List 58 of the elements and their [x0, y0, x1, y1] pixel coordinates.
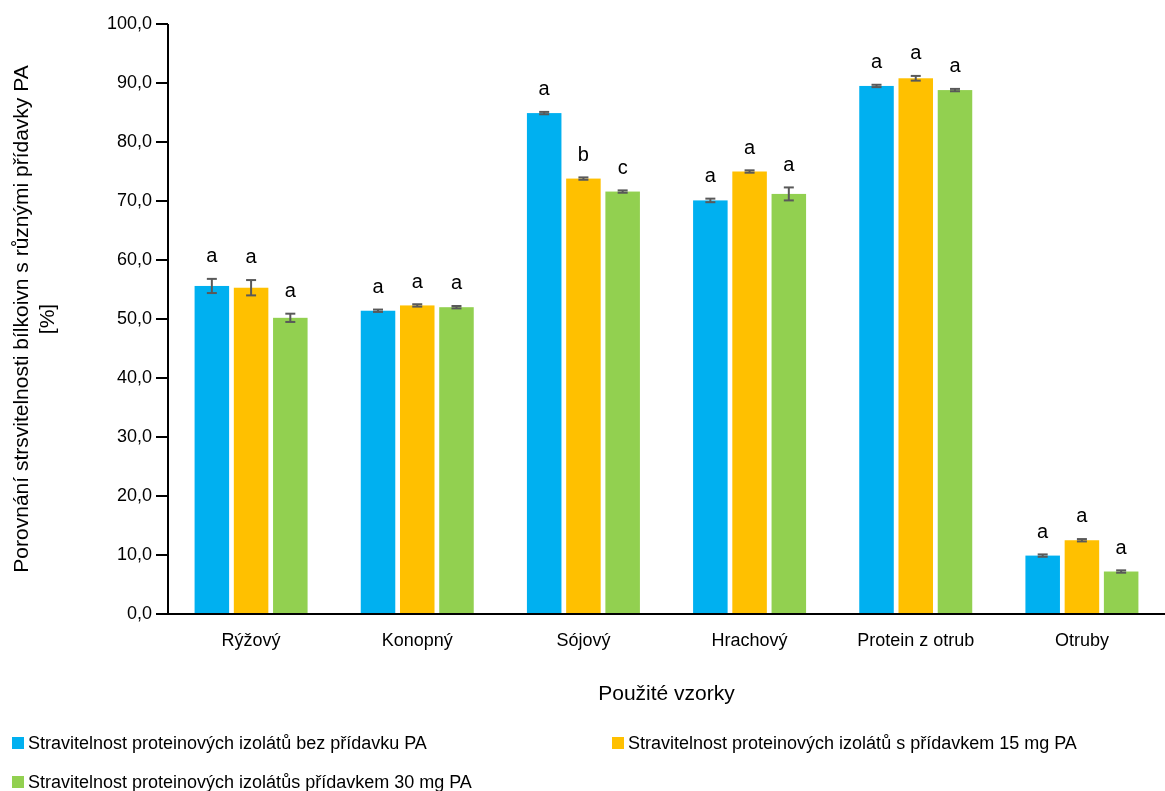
y-tick-label: 80,0	[116, 130, 152, 151]
annotation: a	[206, 244, 219, 267]
x-tick-label: Hrachový	[711, 630, 788, 650]
annotation: a	[783, 152, 796, 175]
bar	[194, 285, 230, 614]
bar	[937, 90, 973, 614]
bar	[1064, 540, 1100, 614]
x-axis-title: Použité vzorky	[598, 681, 736, 704]
annotation: a	[870, 50, 883, 73]
bar	[399, 305, 435, 614]
x-tick-label: Sójový	[556, 630, 611, 650]
annotation: a	[372, 274, 385, 297]
annotation: b	[577, 142, 589, 165]
annotation: a	[704, 163, 717, 186]
x-tick-label: Konopný	[381, 630, 453, 650]
y-axis-title: Porovnání strsvitelnosti bílkoivn s různými přídavky PA [%]	[9, 65, 58, 573]
annotation: a	[284, 278, 297, 301]
bar	[566, 178, 601, 614]
annotation: a	[910, 41, 923, 64]
y-tick-label: 50,0	[116, 307, 152, 328]
y-tick-label: 30,0	[116, 425, 152, 446]
bar	[859, 85, 894, 614]
annotation: a	[1076, 504, 1089, 527]
y-tick-label: 40,0	[116, 366, 152, 387]
y-tick-label: 90,0	[116, 71, 152, 92]
bar	[360, 310, 396, 614]
y-tick-label: 60,0	[116, 248, 152, 269]
annotation: a	[949, 54, 962, 77]
bar	[273, 317, 308, 614]
annotation: a	[245, 245, 258, 268]
annotation: a	[411, 269, 424, 292]
bar	[693, 200, 728, 614]
y-tick-label: 20,0	[116, 484, 152, 505]
annotation: a	[450, 271, 463, 294]
bar	[898, 78, 934, 614]
bar	[732, 171, 767, 614]
annotation: c	[617, 155, 628, 178]
x-tick-label: Rýžový	[221, 630, 281, 650]
y-tick-label: 100,0	[106, 12, 152, 33]
legend-label: Stravitelnost proteinových izolátů bez přídavku PA	[28, 732, 427, 753]
y-tick-label: 70,0	[116, 189, 152, 210]
y-tick-label: 10,0	[116, 543, 152, 564]
x-tick-label: Protein z otrub	[857, 630, 975, 650]
annotation: a	[538, 77, 551, 100]
bar	[233, 287, 269, 614]
bar	[1025, 555, 1060, 614]
legend-label: Stravitelnost proteinových izolátů s přídavkem 15 mg PA	[628, 732, 1077, 753]
annotation: a	[744, 135, 757, 158]
annotation: a	[1037, 519, 1050, 542]
bar	[439, 307, 474, 614]
bar	[605, 191, 640, 614]
annotation: a	[1115, 535, 1128, 558]
x-tick-label: Otruby	[1054, 630, 1109, 650]
bar	[526, 113, 562, 614]
bar	[1103, 571, 1139, 614]
legend-label: Stravitelnost proteinových izolátůs přídavkem 30 mg PA	[28, 771, 472, 791]
bar	[771, 193, 807, 614]
y-tick-label: 0,0	[126, 602, 152, 623]
